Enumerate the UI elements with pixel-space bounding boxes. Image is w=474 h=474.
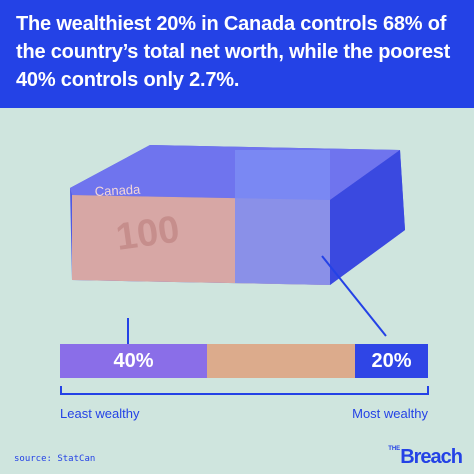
segment-wealthiest: 20%	[355, 344, 428, 378]
band	[235, 150, 330, 285]
right-label: Most wealthy	[352, 406, 428, 421]
source: source: StatCan	[14, 454, 96, 464]
left-label: Least wealthy	[60, 406, 140, 421]
segment-poorest: 40%	[60, 344, 207, 378]
bracket	[60, 386, 429, 395]
stack-end	[330, 150, 405, 285]
header: The wealthiest 20% in Canada controls 68…	[0, 0, 474, 108]
logo-text: Breach	[400, 446, 463, 468]
bill-brand: Canada	[94, 182, 141, 199]
logo-small: THE	[388, 446, 401, 452]
segment-middle	[207, 344, 355, 378]
bill-value: 100	[113, 208, 182, 258]
logo: THEBreach	[388, 446, 463, 469]
title: The wealthiest 20% in Canada controls 68…	[16, 13, 451, 91]
pointer-right	[321, 255, 387, 337]
